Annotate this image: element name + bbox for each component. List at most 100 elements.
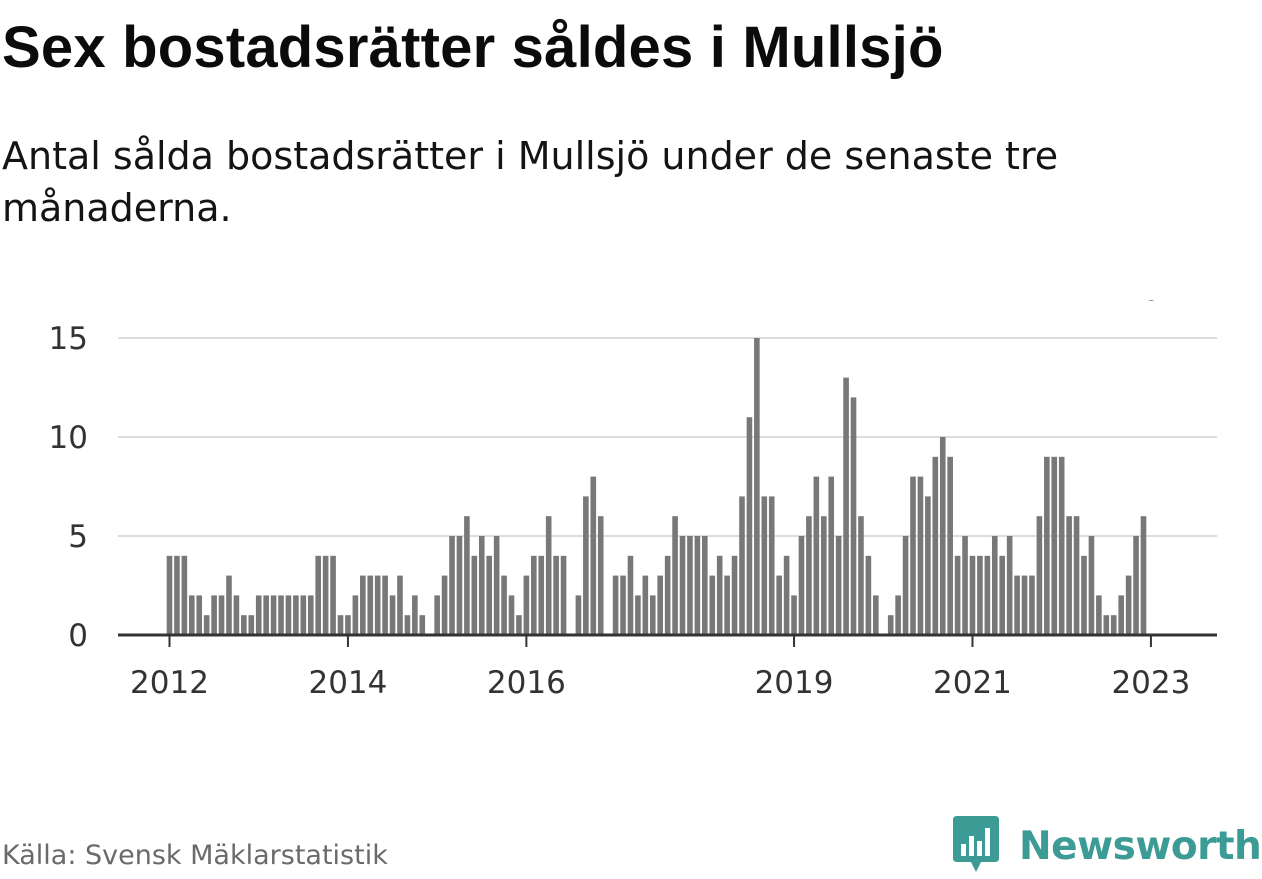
bar	[1036, 516, 1043, 635]
bar	[806, 516, 812, 635]
x-tick-label: 2019	[755, 665, 834, 701]
bar	[798, 536, 805, 635]
bar	[478, 536, 485, 635]
bar	[865, 555, 872, 635]
bar	[709, 575, 716, 635]
bar	[590, 476, 597, 635]
bar	[203, 615, 210, 635]
bar	[545, 516, 552, 635]
bar	[1066, 516, 1072, 635]
bar	[1140, 516, 1147, 635]
bar	[932, 456, 939, 635]
bar	[1110, 615, 1117, 635]
bar	[412, 595, 418, 635]
chart-title: Sex bostadsrätter såldes i Mullsjö	[2, 15, 944, 80]
bar	[991, 536, 998, 635]
bar	[947, 456, 953, 635]
bar	[716, 555, 723, 635]
bar	[679, 536, 686, 635]
bar	[330, 555, 336, 635]
bar	[1133, 536, 1139, 635]
bar	[1051, 456, 1058, 635]
bar	[694, 536, 701, 635]
highlight-value-label: 6	[1141, 300, 1161, 308]
bar	[456, 536, 463, 635]
bar	[820, 516, 827, 635]
bar	[560, 555, 567, 635]
bar	[858, 516, 864, 635]
bar	[1096, 595, 1102, 635]
bar	[917, 476, 924, 635]
bar-chart-logo-icon	[951, 814, 1001, 878]
bar	[739, 496, 745, 635]
bar	[1088, 536, 1095, 635]
bar	[575, 595, 582, 635]
bar	[501, 575, 507, 635]
bar	[776, 575, 782, 635]
bar	[1073, 516, 1080, 635]
bar	[374, 575, 381, 635]
bar	[508, 595, 515, 635]
bar	[1118, 595, 1124, 635]
brand-name: Newsworthy	[1019, 823, 1262, 869]
bar	[270, 595, 277, 635]
bar	[954, 555, 961, 635]
bar	[360, 575, 366, 635]
bar	[1044, 456, 1050, 635]
bar	[300, 595, 307, 635]
bar	[672, 516, 678, 635]
x-tick-label: 2016	[487, 665, 566, 701]
bar	[419, 615, 426, 635]
bar	[538, 555, 545, 635]
y-tick-label: 0	[68, 618, 88, 654]
bar	[1006, 536, 1013, 635]
bar	[1058, 456, 1065, 635]
bar	[293, 595, 299, 635]
bar	[925, 496, 931, 635]
bar	[278, 595, 284, 635]
bar	[382, 575, 388, 635]
newsworthy-logo: Newsworthy	[951, 816, 1262, 876]
x-tick-label: 2023	[1111, 665, 1190, 701]
bar	[441, 575, 448, 635]
bar	[1021, 575, 1028, 635]
bar	[620, 575, 626, 635]
bar	[449, 536, 455, 635]
bar	[516, 615, 522, 635]
bar	[196, 595, 203, 635]
bar	[315, 555, 321, 635]
bar	[248, 615, 255, 635]
bar	[828, 476, 835, 635]
bar	[977, 555, 983, 635]
bar	[850, 397, 857, 635]
bar	[226, 575, 232, 635]
bar	[166, 555, 173, 635]
source-note: Källa: Svensk Mäklarstatistik	[2, 840, 388, 871]
bar	[724, 575, 730, 635]
bar	[523, 575, 530, 635]
bar	[553, 555, 559, 635]
x-tick-label: 2012	[130, 665, 209, 701]
bar	[627, 555, 634, 635]
bar	[471, 555, 478, 635]
bar	[1125, 575, 1132, 635]
y-tick-label: 5	[68, 519, 88, 555]
bar	[174, 555, 180, 635]
bar	[241, 615, 247, 635]
bar	[813, 476, 820, 635]
bar	[367, 575, 374, 635]
bar	[887, 615, 894, 635]
bar	[969, 555, 976, 635]
bar	[783, 555, 790, 635]
bar	[664, 555, 671, 635]
bar	[597, 516, 604, 635]
bar	[285, 595, 292, 635]
bar	[873, 595, 879, 635]
bar	[642, 575, 649, 635]
bar	[754, 338, 760, 635]
y-tick-label: 10	[49, 420, 88, 456]
bar	[464, 516, 470, 635]
bar	[999, 555, 1006, 635]
bar	[211, 595, 217, 635]
bar	[761, 496, 768, 635]
